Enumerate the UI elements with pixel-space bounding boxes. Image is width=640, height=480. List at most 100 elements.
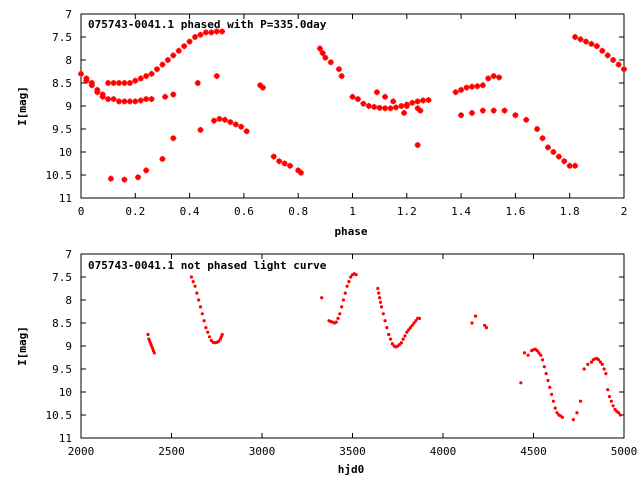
phased-data-point xyxy=(479,82,486,89)
unphased-data-point xyxy=(553,406,557,410)
phased-data-point xyxy=(360,100,367,107)
unphased-data-point xyxy=(354,273,358,277)
unphased-x-axis-label: hjd0 xyxy=(338,463,365,476)
phased-data-point xyxy=(539,135,546,142)
unphased-data-point xyxy=(385,326,389,330)
phased-x-tick-label: 0.4 xyxy=(180,205,200,218)
phased-data-point xyxy=(211,117,218,124)
phased-data-point xyxy=(148,70,155,77)
unphased-x-tick-label: 5000 xyxy=(611,445,638,458)
unphased-data-point xyxy=(387,332,391,337)
unphased-data-point xyxy=(539,353,543,357)
unphased-data-point xyxy=(379,305,384,309)
phased-data-point xyxy=(194,80,201,86)
unphased-data-point xyxy=(378,296,382,300)
phased-data-point xyxy=(425,97,432,104)
phased-data-point xyxy=(162,93,169,100)
unphased-data-point xyxy=(338,312,342,316)
phased-data-point xyxy=(319,50,326,57)
phased-data-point xyxy=(105,80,112,86)
phased-y-tick-label: 10 xyxy=(59,146,72,159)
unphased-data-point xyxy=(544,372,548,376)
phased-data-point xyxy=(452,89,459,96)
phased-data-point xyxy=(143,167,150,174)
unphased-data-point xyxy=(341,298,346,302)
unphased-data-point xyxy=(399,341,403,345)
phased-data-point xyxy=(458,112,465,119)
phased-data-point xyxy=(593,43,600,50)
phased-y-axis-label: I[mag] xyxy=(16,86,29,126)
phased-data-point xyxy=(534,126,541,132)
phased-x-tick-label: 1.8 xyxy=(560,205,580,218)
phased-y-tick-label: 9 xyxy=(65,100,72,113)
phased-data-point xyxy=(398,103,405,109)
phased-data-point xyxy=(463,84,470,91)
phased-data-point xyxy=(121,176,128,183)
phased-y-tick-label: 8 xyxy=(65,54,72,67)
unphased-data-point xyxy=(551,399,556,403)
unphased-data-point xyxy=(550,392,554,396)
unphased-y-tick-label: 10.5 xyxy=(46,409,73,422)
phased-y-tick-label: 7 xyxy=(65,8,72,21)
phased-data-point xyxy=(110,80,117,86)
phased-data-point xyxy=(281,160,288,167)
unphased-data-point xyxy=(548,385,552,389)
unphased-y-tick-label: 7.5 xyxy=(52,271,72,284)
unphased-data-point xyxy=(546,378,550,383)
phased-data-point xyxy=(170,91,177,98)
unphased-data-point xyxy=(540,358,545,362)
unphased-data-point xyxy=(606,388,610,392)
phased-data-point xyxy=(221,116,228,123)
phased-y-tick-label: 7.5 xyxy=(52,31,72,44)
phased-plot-title: 075743-0041.1 phased with P=335.0day xyxy=(88,18,327,31)
unphased-data-point xyxy=(320,296,324,300)
unphased-y-tick-label: 8 xyxy=(65,294,72,307)
phased-data-point xyxy=(390,98,397,105)
phased-data-point xyxy=(468,83,475,90)
phased-data-point xyxy=(154,66,161,73)
unphased-data-point xyxy=(609,399,613,403)
phased-data-point xyxy=(387,105,394,112)
unphased-data-point xyxy=(618,413,622,417)
phased-data-point xyxy=(99,93,106,100)
phased-data-point xyxy=(338,73,345,80)
phased-data-point xyxy=(392,104,399,111)
phased-data-point xyxy=(116,98,123,105)
phased-data-point xyxy=(572,162,579,169)
phased-data-point xyxy=(197,126,204,133)
unphased-data-point xyxy=(604,372,608,376)
unphased-data-point xyxy=(152,351,156,355)
phased-data-point xyxy=(371,103,378,110)
phased-y-tick-label: 8.5 xyxy=(52,77,72,90)
phased-data-point xyxy=(555,153,562,160)
phased-data-point xyxy=(132,98,139,105)
phased-data-point xyxy=(316,45,323,52)
phased-data-point xyxy=(83,77,90,84)
unphased-data-point xyxy=(383,319,387,323)
phased-x-tick-label: 0.6 xyxy=(234,205,254,218)
unphased-data-point xyxy=(600,362,604,366)
phased-data-point xyxy=(561,158,568,165)
phased-data-point xyxy=(409,99,416,106)
unphased-data-point xyxy=(189,275,194,279)
phased-data-point xyxy=(148,96,155,103)
phased-data-point xyxy=(414,142,421,149)
phased-data-point xyxy=(143,96,150,103)
unphased-y-tick-label: 9.5 xyxy=(52,363,72,376)
phased-data-point xyxy=(420,97,427,104)
unphased-plot-title: 075743-0041.1 not phased light curve xyxy=(88,259,327,272)
unphased-x-tick-label: 3000 xyxy=(249,445,276,458)
unphased-data-point xyxy=(378,300,383,304)
unphased-data-point xyxy=(220,332,224,337)
phased-data-point xyxy=(490,73,497,80)
unphased-data-point xyxy=(206,330,210,334)
unphased-data-point xyxy=(484,326,489,330)
phased-x-tick-label: 0.8 xyxy=(288,205,308,218)
phased-data-point xyxy=(582,38,589,45)
unphased-x-tick-label: 4000 xyxy=(430,445,457,458)
phased-y-tick-label: 9.5 xyxy=(52,123,72,136)
phased-x-tick-label: 0.2 xyxy=(125,205,145,218)
phased-data-point xyxy=(270,153,277,160)
unphased-data-point xyxy=(470,321,474,325)
